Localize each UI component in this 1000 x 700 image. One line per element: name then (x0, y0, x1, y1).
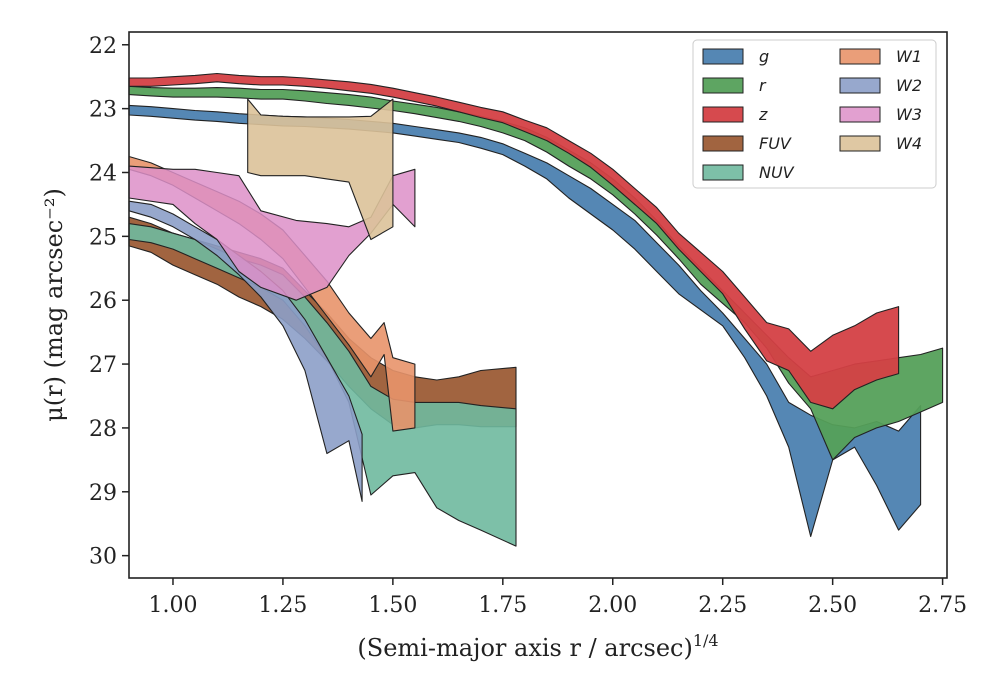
legend-swatch-w2 (839, 77, 881, 94)
x-axis-label: (Semi-major axis r / arcsec)1/4 (357, 631, 718, 662)
legend-label-w1: W1 (896, 47, 922, 66)
legend-label-fuv: FUV (759, 134, 792, 153)
x-tick-label: 2.75 (918, 593, 967, 618)
legend-swatch-w4 (839, 135, 881, 152)
y-tick-label: 24 (89, 161, 117, 186)
y-axis: 22 23 24 25 26 27 28 29 30 (89, 34, 129, 570)
x-axis-label-exponent: 1/4 (693, 631, 719, 650)
x-tick-label: 1.75 (478, 593, 527, 618)
legend-swatch-w3 (839, 106, 881, 123)
legend-swatch-w1 (839, 48, 881, 65)
legend-label-r: r (759, 76, 767, 95)
legend-label-w2: W2 (896, 76, 922, 95)
y-tick-label: 26 (89, 289, 117, 314)
legend-label-z: z (758, 105, 768, 124)
y-tick-label: 30 (89, 545, 117, 570)
legend-swatch-r (702, 77, 744, 94)
legend-label-g: g (759, 47, 769, 66)
legend-label-nuv: NUV (759, 163, 795, 182)
y-tick-label: 27 (89, 353, 117, 378)
y-tick-label: 23 (89, 98, 117, 123)
y-tick-label: 29 (89, 481, 117, 506)
y-tick-label: 25 (89, 225, 117, 250)
band-w4 (247, 98, 394, 241)
x-tick-label: 1.00 (148, 593, 197, 618)
band-w3 (128, 165, 416, 301)
x-tick-label: 1.25 (258, 593, 307, 618)
legend-swatch-nuv (702, 164, 744, 181)
x-tick-label: 2.00 (588, 593, 637, 618)
legend-swatch-g (702, 48, 744, 65)
y-tick-label: 28 (89, 417, 117, 442)
y-axis-label: μ(r) (mag arcsec⁻²) (40, 188, 68, 422)
x-tick-label: 2.50 (808, 593, 857, 618)
plot-frame (128, 31, 948, 579)
x-axis: 1.00 1.25 1.50 1.75 2.00 2.25 2.50 2.75 (148, 578, 967, 618)
x-tick-label: 2.25 (698, 593, 747, 618)
x-tick-label: 1.50 (368, 593, 417, 618)
band-z (128, 72, 900, 410)
y-tick-label: 22 (89, 34, 117, 59)
legend-swatch-fuv (702, 135, 744, 152)
series-bands (128, 72, 944, 547)
legend-label-w4: W4 (896, 134, 922, 153)
legend: grz FUV NUV W1 W2 W3 W4 (692, 39, 937, 189)
legend-swatch-z (702, 106, 744, 123)
legend-label-w3: W3 (896, 105, 922, 124)
